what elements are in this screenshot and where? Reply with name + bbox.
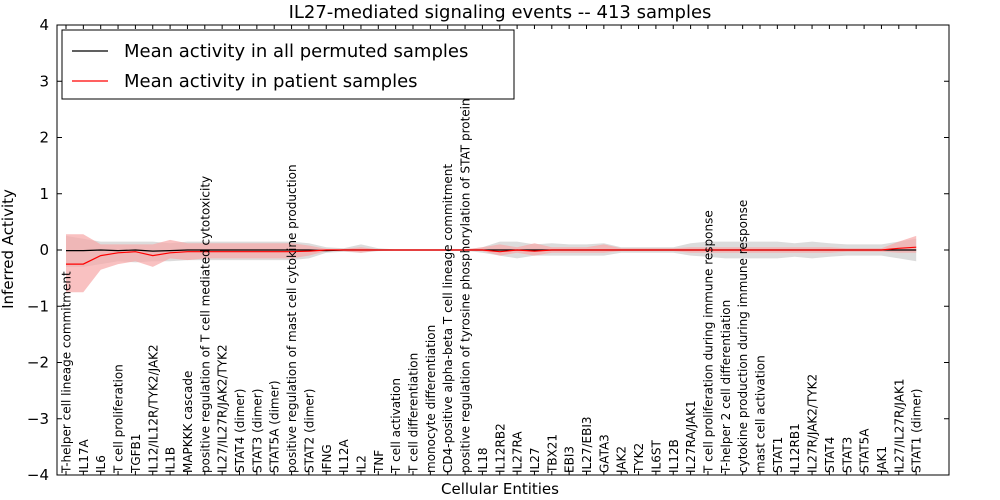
line-patient [66, 246, 917, 265]
x-tick-label: IL12A [337, 439, 351, 473]
x-tick-label: T cell differentiation [407, 353, 421, 474]
x-tick-label: positive regulation of mast cell cytokin… [285, 164, 299, 473]
y-tick-label: 1 [39, 185, 49, 203]
x-tick-label: positive regulation of tyrosine phosphor… [459, 98, 473, 473]
x-axis-ticks: T-helper cell lineage commitment IL17A IL6… [60, 25, 924, 475]
y-tick-label: 2 [39, 129, 49, 147]
x-tick-label: CD4-positive alpha-beta T cell lineage c… [441, 164, 455, 473]
x-tick-label: TYK2 [632, 443, 646, 474]
x-tick-label: STAT1 (dimer) [910, 389, 924, 473]
x-tick-label: STAT4 [823, 437, 837, 473]
confidence-bands [66, 234, 917, 293]
x-tick-label: positive regulation of T cell mediated c… [198, 176, 212, 473]
x-tick-label: IL27/EBI3 [580, 416, 594, 473]
y-tick-label: −1 [27, 297, 49, 315]
x-tick-label: IL1B [164, 447, 178, 473]
x-tick-label: STAT3 (dimer) [250, 389, 264, 473]
x-tick-label: IL27/IL27R/JAK1 [892, 379, 906, 473]
x-tick-label: IL27RA [511, 431, 525, 473]
x-tick-label: IL27RA/JAK1 [684, 400, 698, 473]
x-tick-label: IL12B [667, 439, 681, 473]
x-tick-label: STAT2 (dimer) [302, 389, 316, 473]
y-tick-label: −3 [27, 410, 49, 428]
x-tick-label: IL27R/JAK2/TYK2 [806, 374, 820, 473]
x-tick-label: IL18 [476, 448, 490, 474]
x-tick-label: IL12RB1 [788, 423, 802, 473]
x-tick-label: STAT4 (dimer) [233, 389, 247, 473]
x-tick-label: IL27/IL27R/JAK2/TYK2 [216, 344, 230, 473]
x-tick-label: STAT1 [771, 437, 785, 473]
legend-entry: Mean activity in patient samples [124, 71, 418, 92]
x-tick-label: T cell activation [389, 378, 403, 474]
y-tick-label: −2 [27, 354, 49, 372]
x-tick-label: monocyte differentiation [424, 325, 438, 473]
x-tick-label: IFNG [320, 444, 334, 473]
x-tick-label: IL17A [77, 439, 91, 473]
y-axis-label: Inferred Activity [0, 189, 17, 309]
chart-title: IL27-mediated signaling events -- 413 sa… [289, 2, 712, 23]
x-tick-label: EBI3 [563, 446, 577, 473]
legend-entry: Mean activity in all permuted samples [124, 41, 468, 62]
x-tick-label: mast cell activation [754, 355, 768, 473]
y-tick-label: 0 [39, 241, 49, 259]
x-tick-label: STAT5A [858, 428, 872, 473]
x-tick-label: cytokine production during immune respon… [736, 200, 750, 473]
band-patient [66, 234, 917, 293]
y-tick-label: 3 [39, 72, 49, 90]
x-tick-label: JAK2 [615, 446, 629, 474]
x-tick-label: JAK1 [875, 446, 889, 474]
x-tick-label: IL6 [94, 455, 108, 473]
x-tick-label: STAT5A (dimer) [268, 380, 282, 473]
x-tick-label: TBX21 [545, 434, 559, 474]
x-tick-label: TNF [372, 450, 386, 474]
x-tick-label: IL6ST [649, 440, 663, 473]
y-tick-label: 4 [39, 16, 49, 34]
plot-frame [56, 24, 950, 476]
x-tick-label: IL2 [355, 455, 369, 473]
x-tick-label: TGFB1 [129, 434, 143, 474]
y-tick-label: −4 [27, 466, 49, 484]
x-tick-label: T cell proliferation during immune respo… [702, 210, 716, 474]
x-tick-label: IL12RB2 [493, 423, 507, 473]
x-axis-label: Cellular Entities [441, 480, 559, 498]
x-tick-label: STAT3 [840, 437, 854, 473]
x-tick-label: IL12/IL12R/TYK2/JAK2 [146, 344, 160, 473]
legend-box [61, 29, 515, 100]
x-tick-label: T cell proliferation [112, 364, 126, 474]
x-tick-label: T-helper cell lineage commitment [60, 271, 74, 474]
legend: Mean activity in all permuted samples Mea… [61, 29, 515, 100]
x-tick-label: T-helper 2 cell differentiation [719, 300, 733, 474]
y-axis-ticks: −4 −3 −2 −1 0 1 2 3 4 [27, 16, 949, 484]
x-tick-label: IL27 [528, 448, 542, 474]
x-tick-label: GATA3 [597, 434, 611, 473]
series-lines [66, 246, 917, 265]
x-tick-label: MAPKKK cascade [181, 371, 195, 473]
